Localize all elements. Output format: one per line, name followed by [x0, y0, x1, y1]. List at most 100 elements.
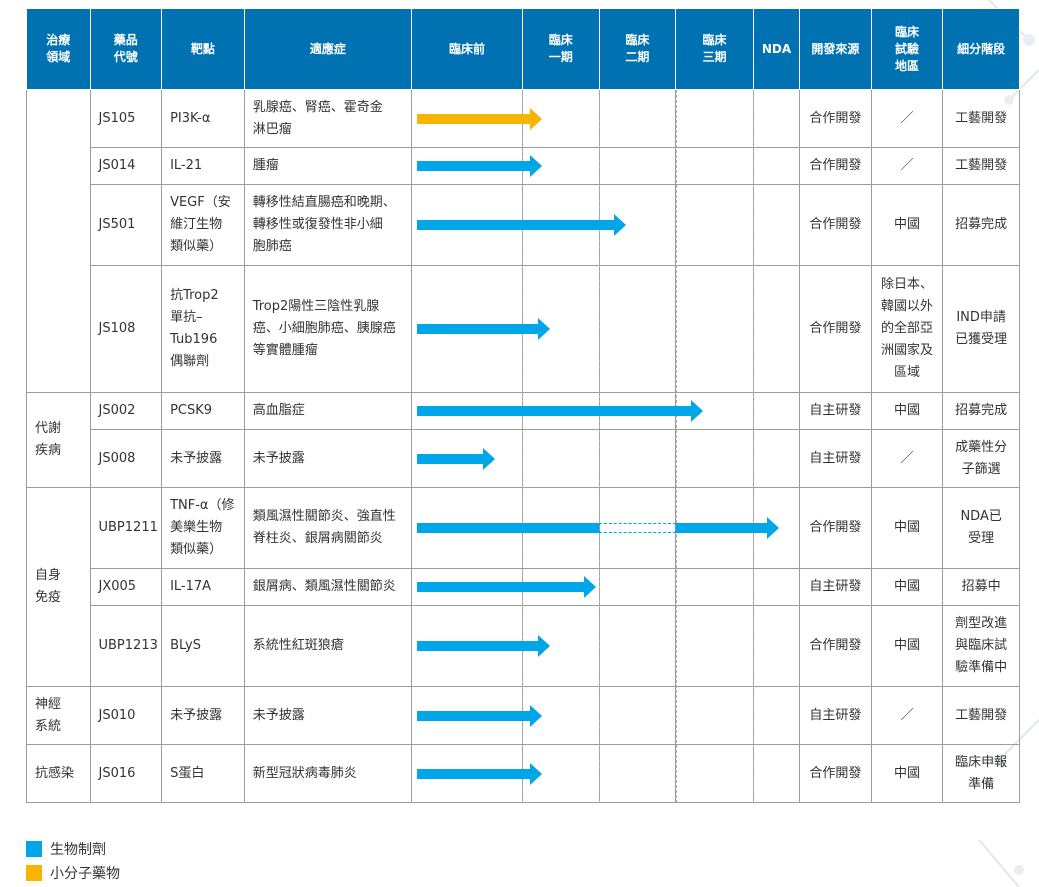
trial-region: 中國	[870, 487, 944, 569]
header-area: 治療 領域	[26, 8, 91, 90]
drug-target: VEGF（安 維汀生物 類似藥）	[161, 184, 245, 266]
trial-region: 中國	[870, 392, 944, 430]
phase-cell	[521, 429, 600, 488]
drug-code: UBP1213	[89, 605, 163, 687]
phase-cell	[598, 265, 677, 393]
phase-cell	[752, 487, 801, 569]
phase-cell	[752, 392, 801, 430]
phase-cell	[521, 265, 600, 393]
drug-target: 未予披露	[161, 686, 245, 745]
phase-cell	[675, 744, 754, 803]
development-source: 自主研發	[799, 429, 872, 488]
phase-cell	[675, 568, 754, 606]
drug-code: JS108	[89, 265, 163, 393]
indication: 腫瘤	[243, 147, 413, 185]
phase-cell	[752, 744, 801, 803]
drug-target: S蛋白	[161, 744, 245, 803]
phase-cell	[411, 744, 523, 803]
table-row: 代謝 疾病 JS002 PCSK9 高血脂症 自主研發 中國 招募完成	[26, 392, 1020, 488]
drug-code: JS016	[89, 744, 163, 803]
therapeutic-area: 自身 免疫	[26, 487, 91, 687]
drug-target: PCSK9	[161, 392, 245, 430]
header-indication: 適應症	[243, 8, 413, 90]
trial-region: 中國	[870, 744, 944, 803]
development-source: 合作開發	[799, 487, 872, 569]
indication: 乳腺癌、腎癌、霍奇金 淋巴瘤	[243, 89, 413, 148]
table-row: 神經 系統 JS010 未予披露 未予披露 自主研發／工藝開發	[26, 686, 1020, 745]
drug-target: TNF-α（修 美樂生物 類似藥）	[161, 487, 245, 569]
sub-stage: IND申請 已獲受理	[942, 265, 1020, 393]
phase-cell	[598, 429, 677, 488]
indication: 未予披露	[243, 686, 413, 745]
indication: 銀屑病、類風濕性關節炎	[243, 568, 413, 606]
development-source: 自主研發	[799, 392, 872, 430]
drug-target: IL-17A	[161, 568, 245, 606]
indication: 新型冠狀病毒肺炎	[243, 744, 413, 803]
header-phase3: 臨床 三期	[675, 8, 754, 90]
phase-cell	[675, 147, 754, 185]
development-source: 合作開發	[799, 89, 872, 148]
phase-cell	[675, 487, 754, 569]
trial-region: ／	[870, 686, 944, 745]
phase-cell	[598, 392, 677, 430]
drug-target: 抗Trop2 單抗– Tub196 偶聯劑	[161, 265, 245, 393]
phase-cell	[675, 265, 754, 393]
indication: 系統性紅斑狼瘡	[243, 605, 413, 687]
sub-stage: NDA已 受理	[942, 487, 1020, 569]
phase-cell	[598, 605, 677, 687]
phase-cell	[411, 265, 523, 393]
table-row: JX005 IL-17A 銀屑病、類風濕性關節炎 自主研發 中國 招募中	[27, 568, 1020, 606]
legend-item-small-molecule: 小分子藥物	[26, 861, 120, 885]
phase-cell	[598, 568, 677, 606]
phase-cell	[752, 147, 801, 185]
phase-cell	[675, 429, 754, 488]
phase-cell	[752, 605, 801, 687]
phase-cell	[411, 392, 523, 430]
legend-swatch-small-molecule	[26, 865, 42, 881]
drug-target: IL-21	[161, 147, 245, 185]
table-row: JS501 VEGF（安 維汀生物 類似藥） 轉移性結直腸癌和晚期、 轉移性或復發性…	[27, 184, 1020, 266]
sub-stage: 招募完成	[942, 184, 1020, 266]
phase-cell	[521, 605, 600, 687]
trial-region: 中國	[870, 184, 944, 266]
trial-region: 中國	[870, 605, 944, 687]
phase-cell	[521, 686, 600, 745]
header-nda: NDA	[752, 8, 801, 90]
header-target: 靶點	[161, 8, 245, 90]
table-row: UBP1213 BLyS 系統性紅斑狼瘡 合作開發 中國 劑型改進 與臨床試 驗準備中	[27, 605, 1020, 687]
header-phase2: 臨床 二期	[598, 8, 677, 90]
development-source: 合作開發	[799, 147, 872, 185]
drug-target: 未予披露	[161, 429, 245, 488]
phase-cell	[598, 89, 677, 148]
development-source: 合作開發	[799, 265, 872, 393]
phase-cell	[752, 686, 801, 745]
sub-stage: 工藝開發	[942, 89, 1020, 148]
legend-swatch-biologic	[26, 841, 42, 857]
phase-cell	[675, 392, 754, 430]
legend-label-small-molecule: 小分子藥物	[50, 866, 120, 882]
header-preclinical: 臨床前	[411, 8, 523, 90]
phase-cell	[411, 605, 523, 687]
indication: 高血脂症	[243, 392, 413, 430]
sub-stage: 招募中	[942, 568, 1020, 606]
table-row: 抗感染 JS016 S蛋白 新型冠狀病毒肺炎 合作開發 中國 臨床申報 準備	[26, 744, 1020, 803]
therapeutic-area: 神經 系統	[26, 686, 91, 745]
phase-cell	[521, 147, 600, 185]
phase-cell	[411, 147, 523, 185]
table-row: JS014 IL-21 腫瘤 合作開發／工藝開發	[27, 147, 1020, 185]
drug-code: JX005	[89, 568, 163, 606]
sub-stage: 工藝開發	[942, 147, 1020, 185]
header-row: 治療 領域 藥品 代號 靶點 適應症 臨床前 臨床 一期 臨床 二期 臨床 三期…	[26, 8, 1020, 90]
phase-cell	[752, 568, 801, 606]
phase-cell	[411, 487, 523, 569]
header-region: 臨床 試驗 地區	[870, 8, 944, 90]
trial-region: 中國	[870, 568, 944, 606]
development-source: 合作開發	[799, 744, 872, 803]
phase-cell	[675, 89, 754, 148]
drug-code: JS008	[89, 429, 163, 488]
trial-region: ／	[870, 147, 944, 185]
phase-cell	[411, 568, 523, 606]
drug-code: JS010	[89, 686, 163, 745]
phase-cell	[521, 487, 600, 569]
header-phase1: 臨床 一期	[521, 8, 600, 90]
